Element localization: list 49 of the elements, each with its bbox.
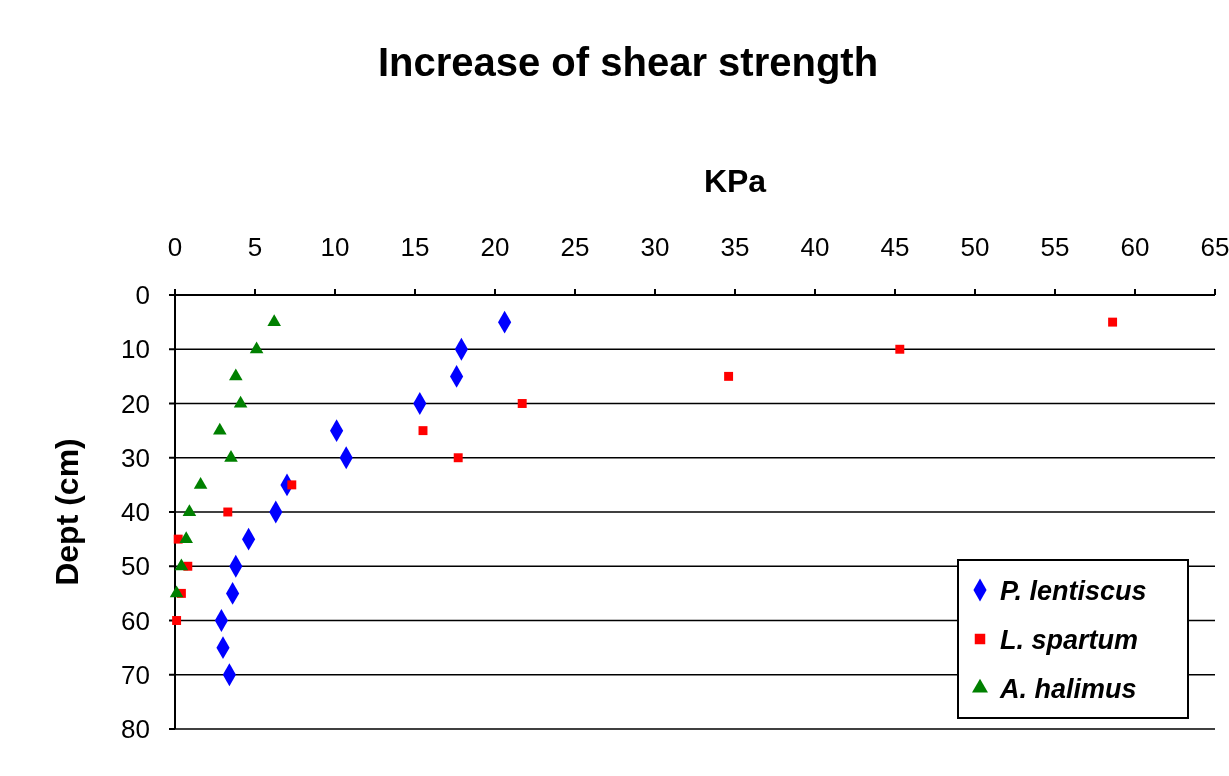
point (172, 616, 182, 625)
point (287, 480, 297, 490)
point (169, 585, 184, 598)
x-tick-label: 30 (640, 232, 670, 262)
y-tick-label: 0 (135, 280, 150, 310)
x-tick-label: 60 (1120, 232, 1150, 262)
point (179, 531, 193, 544)
point (249, 341, 264, 354)
point (182, 504, 197, 516)
legend-label: P. lentiscus (1000, 576, 1147, 606)
y-tick-label: 80 (121, 714, 150, 744)
point (267, 314, 281, 327)
legend-label: L. spartum (1000, 625, 1139, 655)
point (724, 371, 734, 381)
x-axis-title: KPa (703, 163, 767, 199)
x-tick-label: 65 (1200, 232, 1229, 262)
x-tick-label: 25 (560, 232, 590, 262)
y-tick-label: 40 (121, 497, 150, 527)
point (1108, 317, 1118, 327)
point (213, 422, 227, 435)
point (418, 426, 428, 436)
point (895, 344, 905, 354)
point (174, 558, 189, 571)
point (453, 453, 463, 463)
y-tick-label: 70 (121, 659, 150, 690)
x-tick-label: 5 (247, 232, 263, 262)
x-tick-label: 55 (1040, 232, 1070, 262)
y-tick-label: 30 (121, 442, 150, 473)
point (517, 399, 527, 408)
x-tick-label: 15 (400, 232, 430, 262)
point (223, 507, 233, 517)
point (233, 395, 248, 408)
x-tick-label: 20 (480, 232, 510, 262)
chart-title: Increase of shear strength (377, 40, 879, 84)
x-tick-label: 50 (960, 232, 990, 262)
x-tick-label: 40 (800, 232, 830, 262)
point (224, 449, 238, 462)
y-tick-label: 50 (121, 551, 150, 582)
y-tick-label: 60 (121, 605, 150, 636)
x-tick-label: 10 (320, 232, 350, 262)
x-tick-label: 45 (880, 232, 910, 262)
point (193, 477, 208, 489)
legend-label: A. halimus (999, 674, 1137, 704)
y-axis-title: Dept (cm) (49, 438, 85, 586)
y-tick-label: 20 (121, 388, 150, 419)
x-tick-label: 0 (167, 232, 183, 262)
y-tick-label: 10 (121, 334, 150, 365)
x-tick-label: 35 (720, 232, 750, 262)
point (229, 368, 243, 381)
